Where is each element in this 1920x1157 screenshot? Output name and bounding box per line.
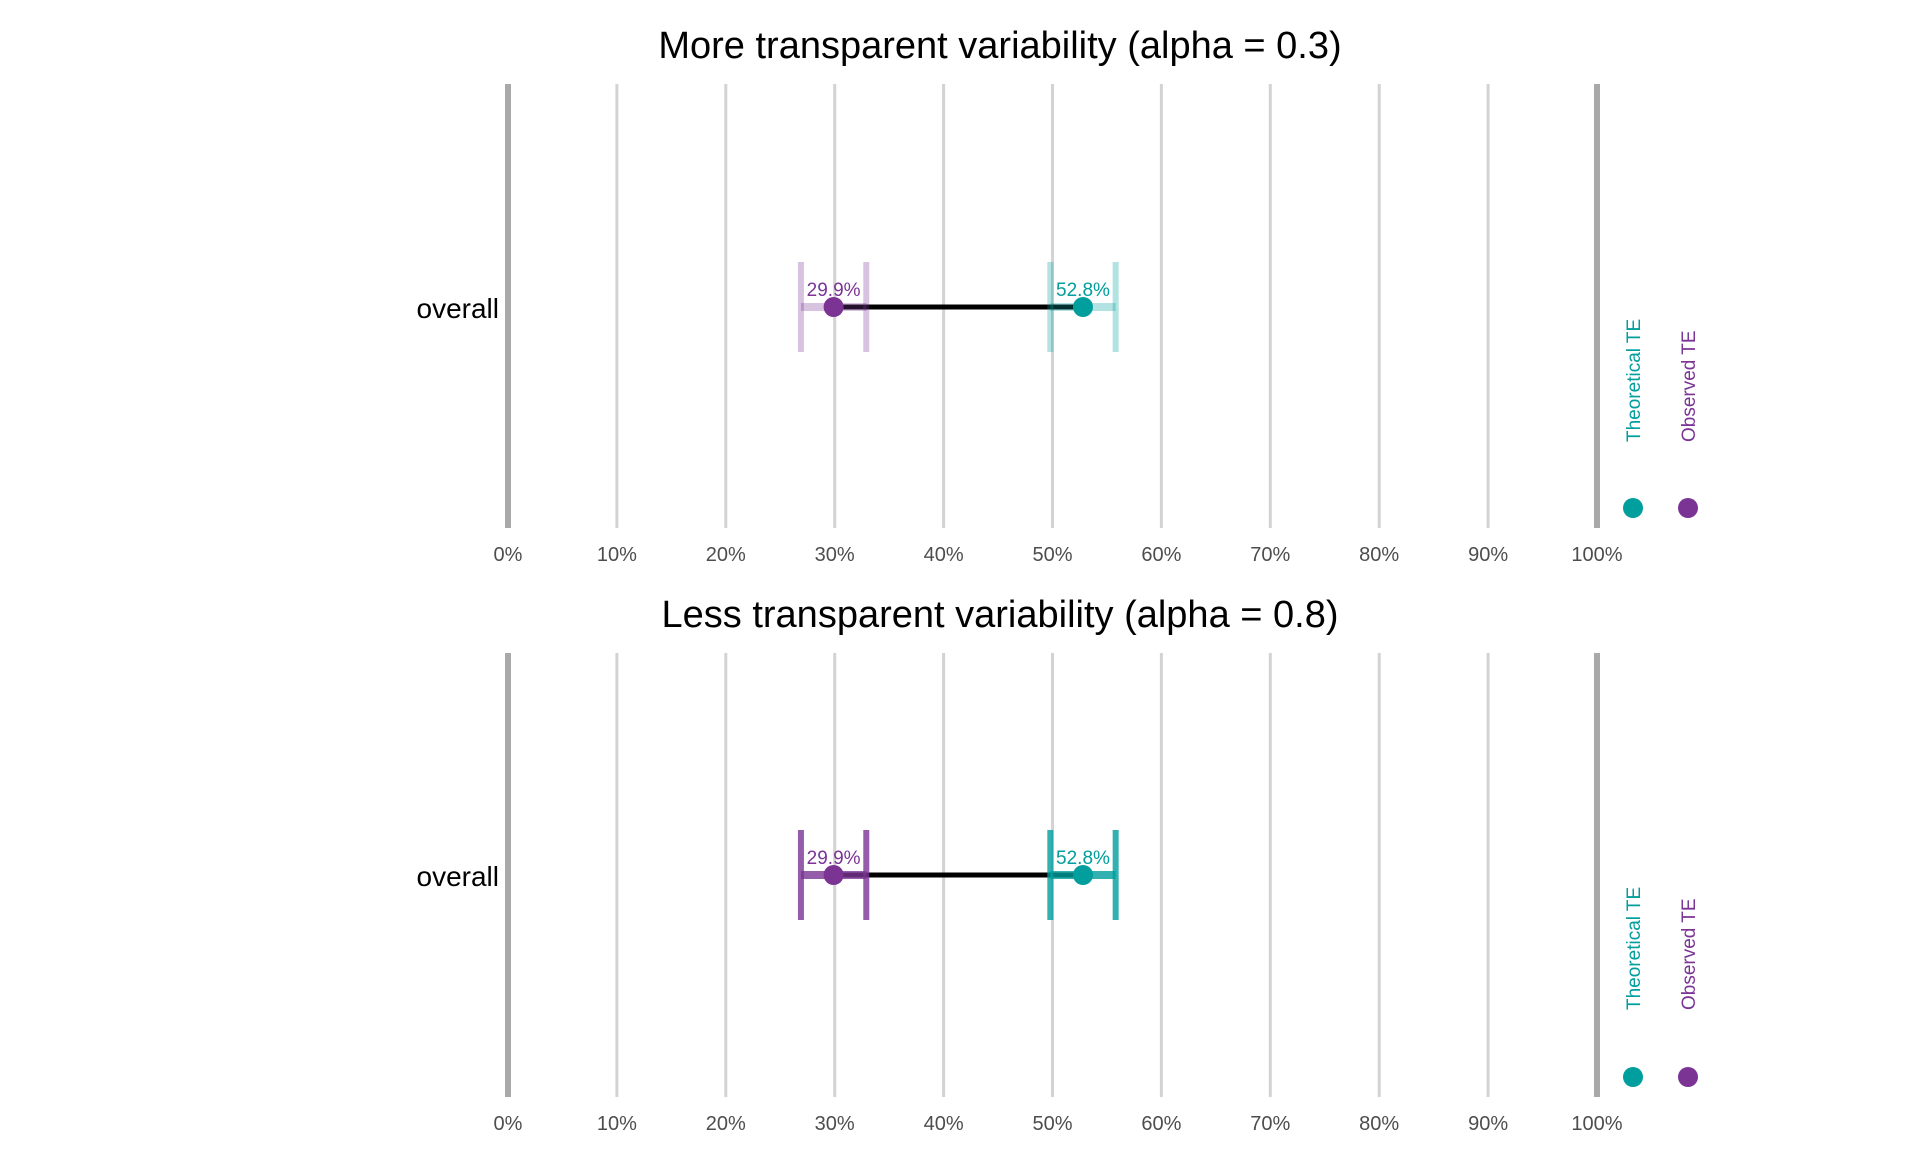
observed-te-legend-marker bbox=[1678, 498, 1698, 518]
x-tick-label: 80% bbox=[1359, 1113, 1399, 1135]
observed-te-legend-label: Observed TE bbox=[1679, 898, 1700, 1010]
observed-te-point bbox=[823, 865, 844, 885]
theoretical-te-legend-label: Theoretical TE bbox=[1624, 887, 1645, 1010]
x-tick-label: 20% bbox=[706, 1113, 746, 1135]
chart-title: More transparent variability (alpha = 0.… bbox=[658, 25, 1341, 67]
theoretical-te-legend-label: Theoretical TE bbox=[1624, 319, 1645, 442]
theoretical-te-value-label: 52.8% bbox=[1056, 848, 1110, 869]
x-tick-label: 70% bbox=[1250, 1113, 1290, 1135]
x-tick-label: 0% bbox=[494, 1113, 523, 1135]
theoretical-te-legend-marker bbox=[1623, 1067, 1643, 1087]
observed-te-value-label: 29.9% bbox=[807, 848, 861, 869]
x-tick-label: 70% bbox=[1250, 544, 1290, 566]
x-tick-label: 40% bbox=[924, 544, 964, 566]
observed-te-point bbox=[823, 297, 844, 317]
theoretical-te-point bbox=[1072, 297, 1093, 317]
x-tick-label: 100% bbox=[1571, 1113, 1622, 1135]
x-tick-label: 60% bbox=[1141, 1113, 1181, 1135]
chart-title: Less transparent variability (alpha = 0.… bbox=[662, 594, 1339, 636]
observed-te-legend-label: Observed TE bbox=[1679, 330, 1700, 442]
observed-te-legend-marker bbox=[1678, 1067, 1698, 1087]
x-tick-label: 40% bbox=[924, 1113, 964, 1135]
x-tick-label: 10% bbox=[597, 1113, 637, 1135]
category-label: overall bbox=[417, 293, 499, 324]
x-tick-label: 50% bbox=[1032, 544, 1072, 566]
x-tick-label: 10% bbox=[597, 544, 637, 566]
x-tick-label: 90% bbox=[1468, 544, 1508, 566]
x-tick-label: 90% bbox=[1468, 1113, 1508, 1135]
x-tick-label: 20% bbox=[706, 544, 746, 566]
x-tick-label: 0% bbox=[494, 544, 523, 566]
x-tick-label: 30% bbox=[815, 1113, 855, 1135]
x-tick-label: 50% bbox=[1032, 1113, 1072, 1135]
x-tick-label: 30% bbox=[815, 544, 855, 566]
theoretical-te-legend-marker bbox=[1623, 498, 1643, 518]
observed-te-value-label: 29.9% bbox=[807, 280, 861, 301]
category-label: overall bbox=[417, 861, 499, 892]
theoretical-te-point bbox=[1072, 865, 1093, 885]
x-tick-label: 100% bbox=[1571, 544, 1622, 566]
x-tick-label: 80% bbox=[1359, 544, 1399, 566]
theoretical-te-value-label: 52.8% bbox=[1056, 280, 1110, 301]
x-tick-label: 60% bbox=[1141, 544, 1181, 566]
